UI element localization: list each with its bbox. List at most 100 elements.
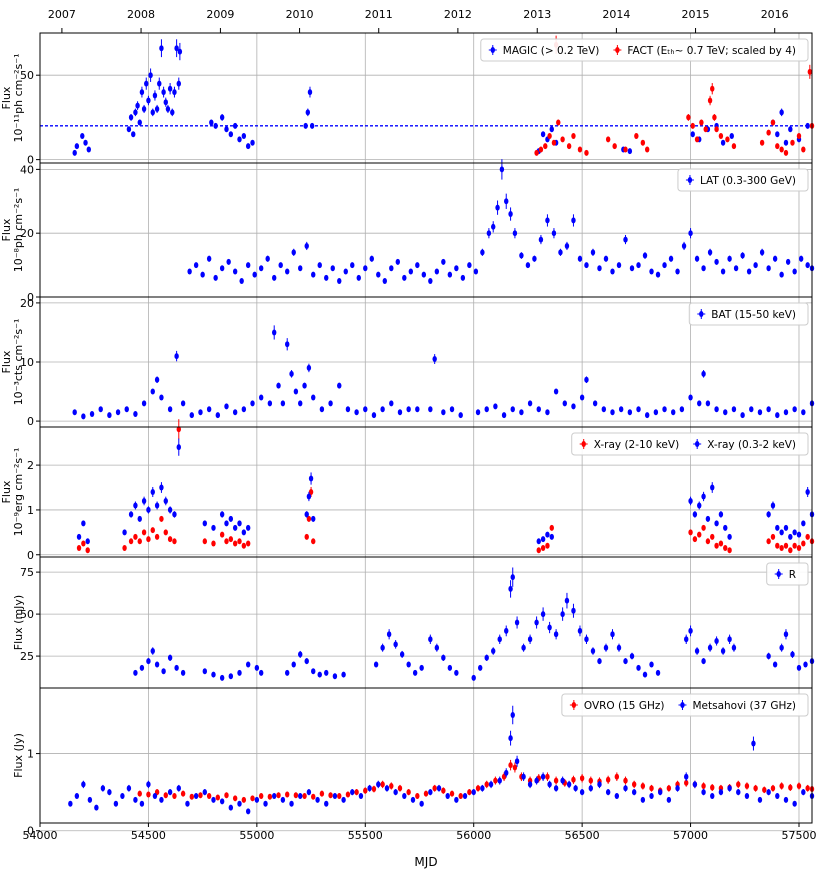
data-point [285,791,290,798]
data-point [350,262,355,269]
data-point [697,531,702,538]
data-point [720,648,726,655]
data-point [545,217,550,224]
data-point [749,406,754,413]
data-point [731,644,737,651]
data-point [623,658,628,665]
data-point [779,545,784,552]
data-point [177,48,183,55]
data-point [762,786,767,793]
data-point [146,97,151,104]
data-point [720,139,726,146]
data-point [694,136,700,143]
data-point [707,249,713,256]
y-tick-label: 75 [20,566,34,579]
data-point [512,230,518,237]
data-point [415,793,420,799]
data-point [649,268,654,275]
data-point [122,545,127,552]
legend-label: R [789,569,796,581]
year-tick-label: 2014 [602,8,630,21]
data-point [610,268,615,275]
data-point [521,773,526,780]
data-point [154,502,160,509]
data-point [766,789,771,796]
x-tick-label: 54000 [23,829,58,842]
data-point [718,132,724,139]
data-point [725,136,730,143]
data-point [128,538,134,545]
data-point [445,793,450,799]
data-point [419,800,424,807]
data-point [512,764,518,771]
data-point [237,669,242,676]
data-point [406,661,411,668]
data-point [328,792,333,799]
data-point [785,258,791,265]
data-point [358,793,364,799]
data-point [577,146,583,153]
data-point [354,789,359,796]
data-point [536,538,541,545]
data-point [623,777,628,784]
data-point [189,412,194,419]
x-tick-label: 55000 [239,829,274,842]
data-point [775,793,780,799]
data-point [723,545,728,552]
data-point [159,484,164,491]
data-point [662,262,667,269]
data-point [81,413,86,420]
data-point [154,376,160,383]
data-point [159,515,164,522]
data-point [219,265,225,272]
data-point [707,97,713,104]
data-point [293,388,299,395]
series-0 [76,419,815,554]
data-point [202,668,208,675]
data-point [141,529,147,536]
data-point [232,795,238,802]
data-point [718,789,724,796]
data-point [133,796,138,803]
data-point [193,262,199,269]
data-point [694,255,700,262]
y-tick-label: 20 [20,297,34,310]
data-point [250,400,255,407]
data-point [775,143,780,150]
data-point [610,631,615,638]
data-point [237,800,242,807]
series-1 [534,35,815,156]
legend-label: OVRO (15 GHz) [584,700,665,712]
data-point [714,126,719,133]
data-point [309,122,315,129]
legend-marker [774,569,783,579]
data-point [308,489,314,495]
data-point [775,131,780,138]
data-point [307,89,313,96]
year-tick-label: 2008 [127,8,155,21]
data-point [115,409,121,416]
data-point [491,648,496,655]
data-point [675,785,680,792]
data-point [551,139,557,146]
data-point [209,119,214,126]
data-point [636,262,641,269]
data-point [454,265,459,272]
data-point [402,793,407,799]
data-point [729,132,734,139]
legend-marker [569,700,578,710]
data-point [428,789,433,796]
data-point [163,497,168,504]
data-point [779,529,784,536]
data-point [690,131,695,138]
data-point [571,607,576,614]
data-point [783,149,789,156]
data-point [356,274,361,281]
data-point [298,400,303,407]
data-point [224,538,229,545]
data-point [285,268,290,275]
data-point [701,658,706,665]
y-axis-units: 10⁻⁸ph cm⁻²s⁻¹ [12,188,25,273]
data-point [547,624,552,631]
data-point [410,796,416,803]
